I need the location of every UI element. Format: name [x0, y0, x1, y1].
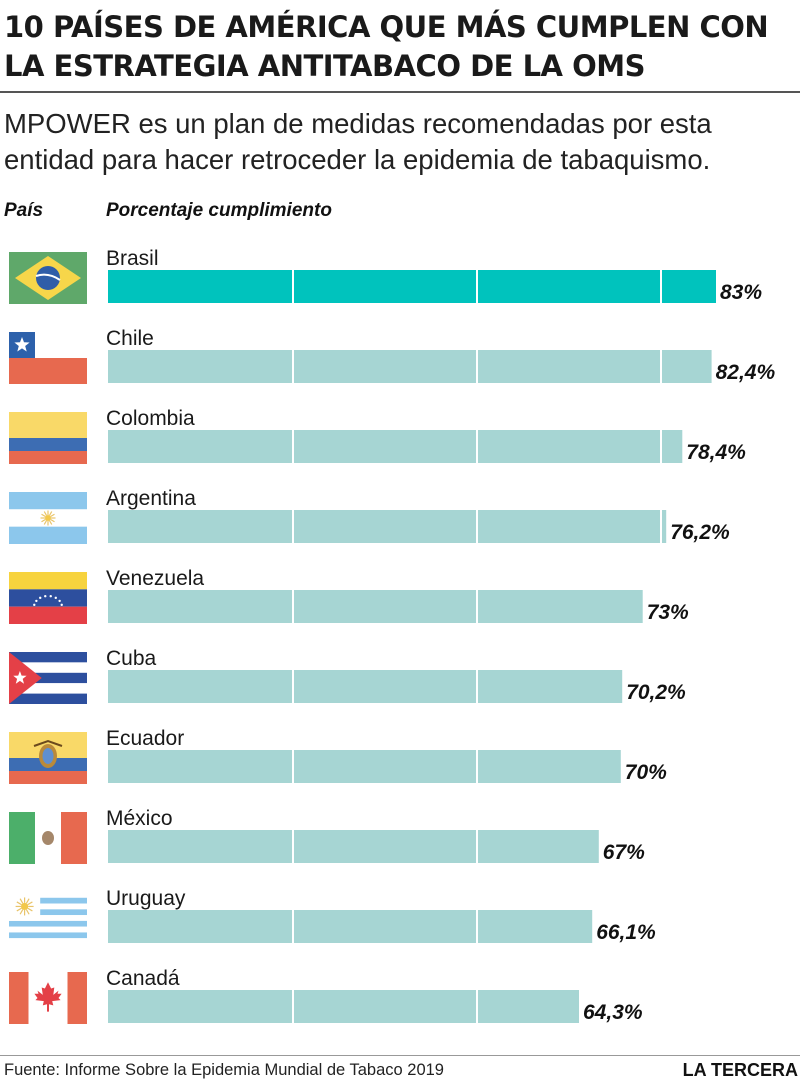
country-label: Cuba — [106, 647, 157, 670]
brand-logo: LA TERCERA — [682, 1060, 798, 1080]
country-label: México — [106, 807, 173, 830]
colombia-flag-icon — [9, 412, 87, 464]
country-label: Venezuela — [106, 567, 204, 590]
value-label: 76,2% — [670, 521, 730, 544]
chart-subtitle: MPOWER es un plan de medidas recomendada… — [4, 108, 712, 175]
chile-flag-icon — [9, 332, 87, 384]
bar-divider — [476, 670, 478, 703]
footer-divider — [0, 1055, 800, 1056]
bar-divider — [292, 590, 294, 623]
bar-divider — [660, 270, 662, 303]
country-label: Uruguay — [106, 887, 186, 910]
bar-divider — [660, 510, 662, 543]
canada-flag-icon — [9, 972, 87, 1024]
bar — [108, 990, 579, 1023]
bar-divider — [660, 350, 662, 383]
bar-divider — [292, 750, 294, 783]
bar — [108, 750, 621, 783]
country-label: Canadá — [106, 967, 180, 990]
bar-divider — [476, 430, 478, 463]
country-column-header: País — [4, 200, 44, 221]
bar-divider — [476, 350, 478, 383]
bar-divider — [476, 270, 478, 303]
country-label: Argentina — [106, 487, 196, 510]
value-label: 64,3% — [583, 1001, 643, 1024]
ecuador-flag-icon — [9, 732, 87, 784]
bar-divider — [292, 510, 294, 543]
bar — [108, 430, 683, 463]
bar-divider — [292, 990, 294, 1023]
bar-divider — [476, 510, 478, 543]
value-label: 82,4% — [716, 361, 776, 384]
bar-divider — [292, 430, 294, 463]
bar — [108, 350, 712, 383]
bar-divider — [292, 910, 294, 943]
bar — [108, 270, 716, 303]
bar-divider — [292, 270, 294, 303]
venezuela-flag-icon — [9, 572, 87, 624]
country-label: Chile — [106, 327, 154, 350]
bar-divider — [476, 990, 478, 1023]
value-label: 78,4% — [686, 441, 746, 464]
bar — [108, 910, 593, 943]
percent-column-header: Porcentaje cumplimiento — [106, 200, 332, 221]
bar — [108, 830, 599, 863]
source-note: Fuente: Informe Sobre la Epidemia Mundia… — [4, 1061, 444, 1079]
uruguay-flag-icon — [9, 892, 87, 944]
value-label: 66,1% — [596, 921, 656, 944]
value-label: 70,2% — [626, 681, 686, 704]
bar-divider — [476, 910, 478, 943]
brazil-flag-icon — [9, 252, 87, 304]
value-label: 83% — [720, 281, 762, 304]
argentina-flag-icon — [9, 492, 87, 544]
value-label: 70% — [625, 761, 667, 784]
country-label: Colombia — [106, 407, 195, 430]
bar — [108, 510, 667, 543]
title-divider — [0, 91, 800, 93]
bar — [108, 590, 643, 623]
cuba-flag-icon — [9, 652, 87, 704]
bar-divider — [292, 830, 294, 863]
country-label: Ecuador — [106, 727, 184, 750]
bar-divider — [292, 670, 294, 703]
bar-divider — [660, 430, 662, 463]
bar — [108, 670, 623, 703]
bar-divider — [476, 750, 478, 783]
bar-divider — [476, 590, 478, 623]
country-label: Brasil — [106, 247, 159, 270]
chart-title: 10 PAÍSES DE AMÉRICA QUE MÁS CUMPLEN CON… — [4, 10, 769, 83]
value-label: 67% — [603, 841, 645, 864]
bar-divider — [292, 350, 294, 383]
value-label: 73% — [647, 601, 689, 624]
bar-divider — [476, 830, 478, 863]
mexico-flag-icon — [9, 812, 87, 864]
